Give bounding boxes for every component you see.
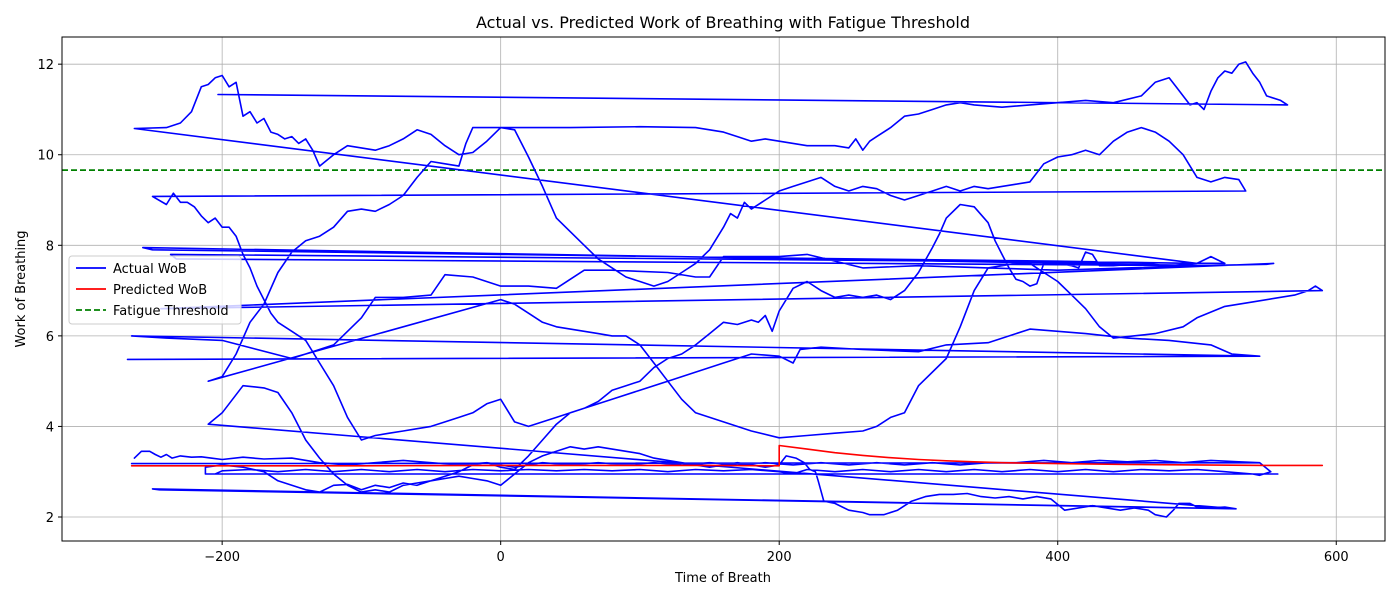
- legend-label-predicted: Predicted WoB: [113, 283, 207, 298]
- x-axis-label: Time of Breath: [674, 571, 771, 586]
- y-tick-label: 6: [46, 330, 54, 345]
- legend-label-actual: Actual WoB: [113, 262, 187, 277]
- plot-frame: [61, 36, 1386, 542]
- x-tick-label: −200: [204, 550, 240, 565]
- chart-title: Actual vs. Predicted Work of Breathing w…: [476, 13, 970, 32]
- y-tick-label: 12: [37, 58, 54, 73]
- x-tick-label: 400: [1045, 550, 1070, 565]
- legend-box: [68, 255, 242, 325]
- y-axis-label: Work of Breathing: [14, 230, 29, 347]
- y-tick-label: 4: [46, 420, 54, 435]
- y-axis-ticks: 2 4 6 8 10 12: [37, 58, 62, 526]
- legend: Actual WoB Predicted WoB Fatigue Thresho…: [68, 255, 242, 325]
- series-line-predicted-wob: [130, 444, 1324, 467]
- x-axis-ticks: −200 0 200 400 600: [204, 541, 1349, 565]
- y-tick-label: 2: [46, 511, 54, 526]
- series-line-actual-wob: [126, 61, 1324, 518]
- legend-label-threshold: Fatigue Threshold: [113, 304, 229, 319]
- x-tick-label: 0: [497, 550, 505, 565]
- y-tick-label: 10: [37, 149, 54, 164]
- y-tick-label: 8: [46, 239, 54, 254]
- series-layer: [126, 61, 1324, 518]
- x-tick-label: 200: [767, 550, 792, 565]
- grid: [62, 37, 1385, 541]
- x-tick-label: 600: [1324, 550, 1349, 565]
